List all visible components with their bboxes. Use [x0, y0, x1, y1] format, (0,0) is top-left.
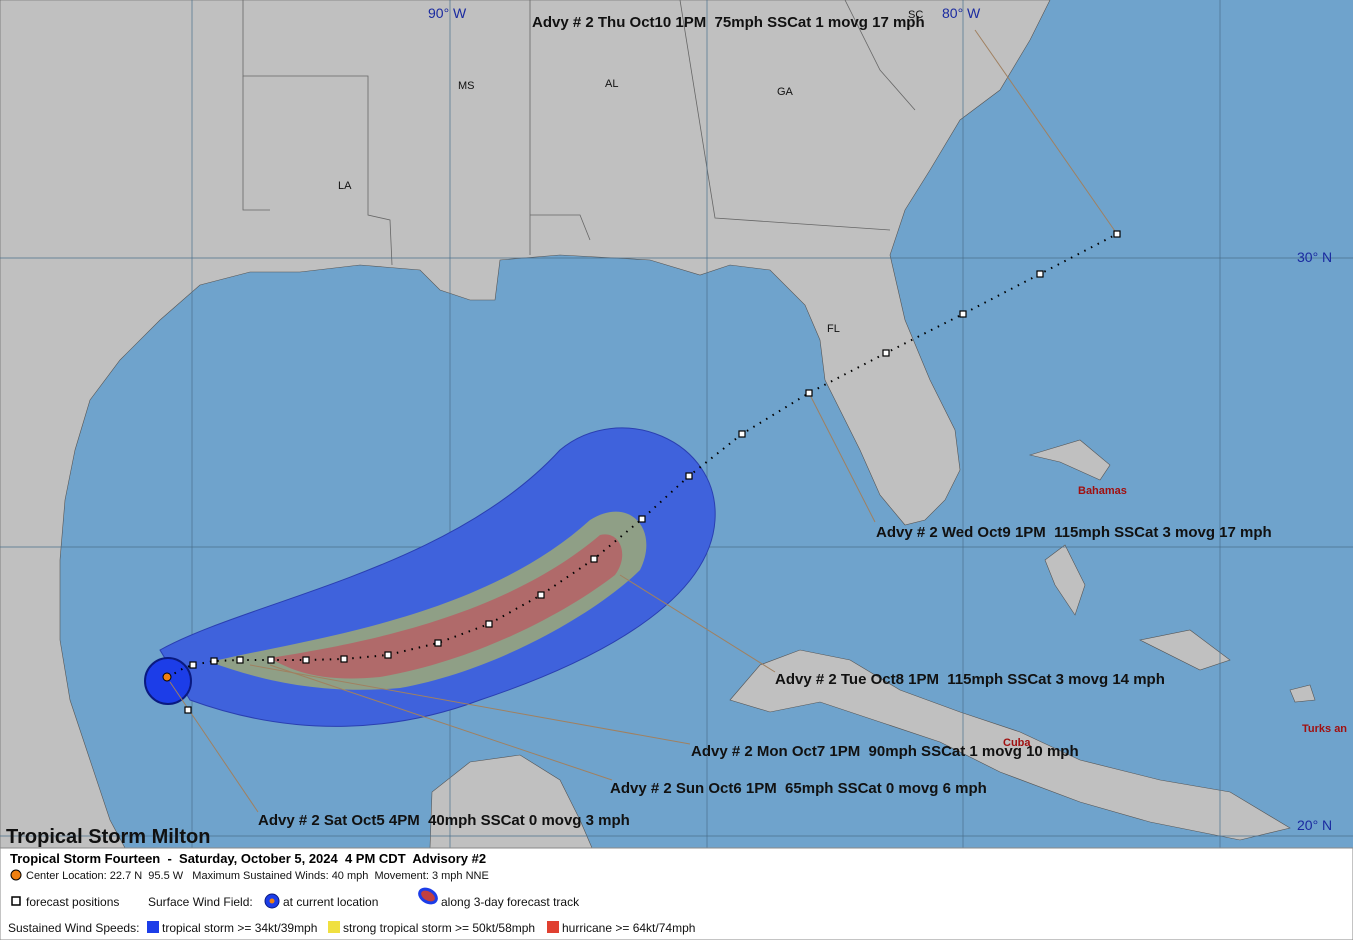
advisory-label: Advy # 2 Mon Oct7 1PM 90mph SSCat 1 movg…: [691, 743, 1079, 760]
region-label: Turks an: [1302, 723, 1347, 735]
region-label: Bahamas: [1078, 485, 1127, 497]
region-label: FL: [827, 323, 840, 335]
legend-text: forecast positions: [26, 895, 119, 909]
advisory-label: Advy # 2 Sat Oct5 4PM 40mph SSCat 0 movg…: [258, 812, 630, 829]
grid-label: 80° W: [942, 5, 981, 21]
sts-swatch: [328, 921, 340, 933]
forecast-positions: [184, 230, 1121, 714]
legend-text: at current location: [283, 895, 378, 909]
advisory-label: Advy # 2 Sun Oct6 1PM 65mph SSCat 0 movg…: [610, 780, 987, 797]
legend-details: Center Location: 22.7 N 95.5 W Maximum S…: [26, 870, 489, 882]
leader-lines: [169, 29, 1118, 813]
legend-text: strong tropical storm >= 50kt/58mph: [343, 921, 535, 935]
state-borders: [242, 0, 916, 266]
region-label: MS: [458, 80, 475, 92]
legend-text: Sustained Wind Speeds:: [8, 921, 139, 935]
center-icon: [10, 869, 22, 881]
region-label: GA: [777, 86, 794, 98]
legend-text: Surface Wind Field:: [148, 895, 253, 909]
hurricane-swatch: [547, 921, 559, 933]
region-label: SC: [908, 9, 923, 21]
ts-swatch: [147, 921, 159, 933]
advisory-label: Advy # 2 Tue Oct8 1PM 115mph SSCat 3 mov…: [775, 671, 1165, 688]
legend-panel: [0, 847, 1353, 941]
advisory-label: Advy # 2 Thu Oct10 1PM 75mph SSCat 1 mov…: [532, 14, 925, 31]
region-label: AL: [605, 78, 618, 90]
forecast-icon: [11, 896, 21, 906]
grid-label: 30° N: [1297, 249, 1332, 265]
region-label: Cuba: [1003, 737, 1031, 749]
region-label: LA: [338, 180, 352, 192]
land: [0, 0, 1316, 849]
grid-label: 90° W: [428, 5, 467, 21]
legend-text: tropical storm >= 34kt/39mph: [162, 921, 317, 935]
wind-field-sts: [210, 511, 647, 690]
legend-text: along 3-day forecast track: [441, 895, 580, 909]
map-title: Tropical Storm Milton: [6, 826, 210, 848]
current-center: [162, 672, 172, 682]
advisory-label: Advy # 2 Wed Oct9 1PM 115mph SSCat 3 mov…: [876, 524, 1272, 541]
legend-subtitle: Tropical Storm Fourteen - Saturday, Octo…: [10, 851, 486, 866]
current-icon-center: [269, 898, 275, 904]
track-icon: [418, 887, 438, 905]
legend-text: hurricane >= 64kt/74mph: [562, 921, 695, 935]
grid-label: 20° N: [1297, 817, 1332, 833]
wind-field-hurricane: [270, 534, 623, 679]
